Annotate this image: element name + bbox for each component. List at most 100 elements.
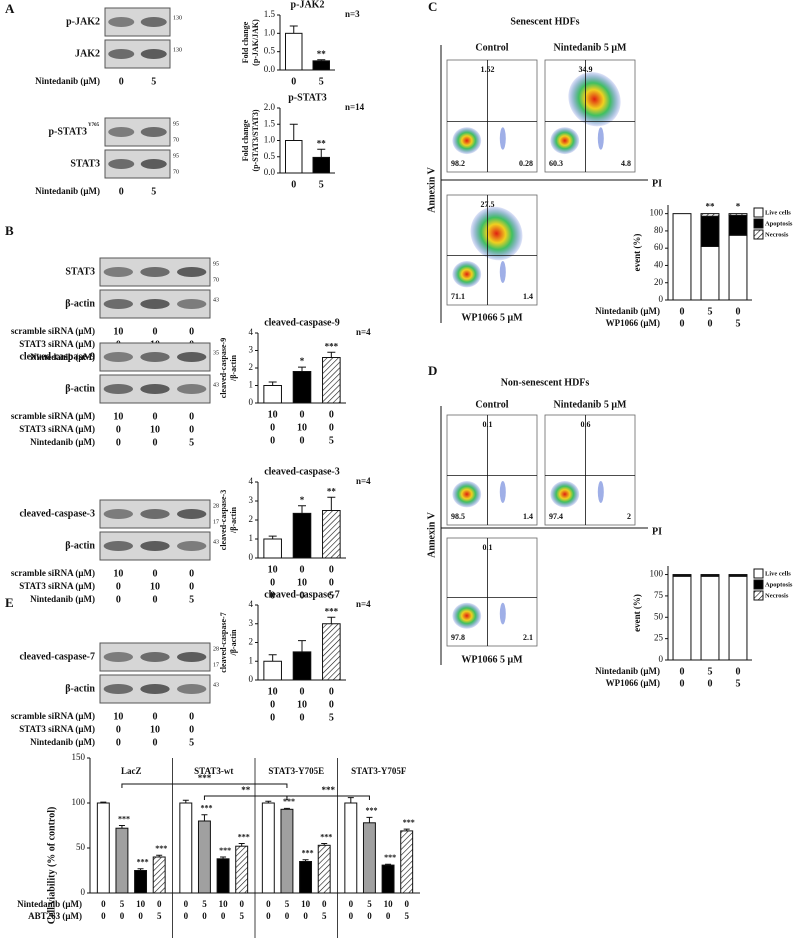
flow-plot-title: Control — [475, 399, 508, 410]
mw-marker: 43 — [213, 539, 219, 545]
flow-title: Senescent HDFs — [510, 16, 579, 27]
x-row-value: 0 — [329, 577, 334, 588]
legend-label: Apoptosis — [765, 220, 793, 227]
row-value: 0 — [153, 568, 158, 579]
x-row-value: 0 — [329, 564, 334, 575]
x-row-value: 10 — [301, 899, 311, 909]
row-value: 5 — [151, 186, 156, 197]
error-bar — [366, 816, 373, 823]
bar-segment — [672, 575, 692, 661]
bar-segment — [728, 214, 748, 236]
significance: ** — [706, 202, 716, 212]
error-bar — [403, 828, 410, 831]
bracket — [203, 795, 288, 800]
row-value: 0 — [189, 724, 194, 735]
chart-annotation: n=4 — [356, 599, 371, 609]
y-tick-label: 3 — [249, 345, 254, 355]
x-row-value: 0 — [157, 899, 162, 909]
x-row-value: 0 — [221, 911, 226, 921]
y-tick-label: 1.0 — [264, 27, 276, 37]
row-value: 0 — [189, 711, 194, 722]
y-tick-label: 0 — [249, 397, 254, 407]
x-row-value: 0 — [270, 699, 275, 710]
cell-cluster — [452, 481, 482, 508]
row-value: 0 — [116, 424, 121, 435]
blot-band — [140, 684, 170, 694]
band-label: STAT3 — [70, 158, 100, 169]
x-row-value: 0 — [300, 409, 305, 420]
flow-plot — [446, 59, 538, 173]
x-row-value: 0 — [329, 409, 334, 420]
significance: * — [300, 495, 305, 505]
y-axis-label: /β-actin — [229, 354, 238, 382]
y-tick-label: 20 — [654, 277, 664, 287]
bar — [96, 802, 110, 894]
band-label: β-actin — [65, 683, 95, 694]
bar — [312, 60, 330, 71]
y-tick-label: 0 — [249, 552, 254, 562]
legend-label: Necrosis — [765, 231, 789, 238]
bar — [263, 538, 282, 559]
x-row-value: 10 — [268, 686, 278, 697]
y-axis-label: /β-actin — [229, 506, 238, 534]
row-label: STAT3 siRNA (μM) — [19, 581, 95, 591]
error-bar — [347, 797, 354, 803]
y-axis-label: event (%) — [632, 234, 642, 272]
error-bar — [220, 856, 227, 859]
blot-band — [177, 384, 207, 394]
y-axis-label: cleaved-caspase-7 — [219, 612, 228, 672]
bar — [317, 844, 331, 894]
y-axis-label: (p-STAT3/STAT3) — [251, 109, 260, 171]
bracket-label: *** — [198, 773, 212, 783]
x-row-value: 0 — [270, 577, 275, 588]
error-bar — [317, 59, 326, 61]
mw-marker: 95 — [173, 153, 179, 159]
band-label: p-JAK2 — [66, 16, 100, 27]
bar — [322, 510, 341, 559]
row-value: 0 — [116, 437, 121, 448]
cell-cluster — [470, 206, 523, 261]
quadrant-value: 1.4 — [523, 512, 533, 521]
significance: *** — [219, 846, 231, 855]
x-row-value: 5 — [239, 911, 244, 921]
x-row-value: 0 — [680, 666, 685, 677]
x-row-value: 0 — [303, 911, 308, 921]
x-row-value: 0 — [386, 911, 391, 921]
flow-title: Non-senescent HDFs — [501, 377, 590, 388]
error-bar — [268, 654, 277, 662]
quadrant-value: 0.1 — [483, 420, 493, 429]
blot-band — [103, 384, 133, 394]
flow-y-label: Annexin V — [426, 166, 437, 212]
x-row-label: Nintedanib (μM) — [595, 666, 660, 676]
legend-swatch — [753, 568, 764, 579]
quadrant-value: 98.2 — [451, 159, 465, 168]
legend-label: Live cells — [765, 570, 791, 577]
y-tick-label: 150 — [72, 752, 86, 762]
x-row-label: Nintedanib (μM) — [595, 306, 660, 316]
blot-band — [140, 17, 167, 27]
legend-label: Live cells — [765, 209, 791, 216]
quadrant-value: 60.3 — [549, 159, 563, 168]
row-value: 0 — [116, 724, 121, 735]
bar — [197, 820, 211, 894]
band-label: cleaved-caspase-3 — [19, 508, 95, 519]
error-bar — [327, 496, 336, 511]
y-tick-label: 50 — [76, 842, 86, 852]
error-bar — [182, 799, 189, 803]
cell-cluster — [550, 127, 580, 155]
mw-marker: 28 — [213, 646, 219, 652]
y-axis-label: event (%) — [632, 594, 642, 632]
x-row-value: 10 — [268, 564, 278, 575]
blot-band — [108, 49, 135, 59]
mw-marker: 70 — [173, 137, 179, 143]
error-bar — [100, 801, 107, 803]
x-row-value: 0 — [270, 590, 275, 601]
quadrant-value: 97.8 — [451, 633, 465, 642]
x-row-value: 0 — [322, 899, 327, 909]
band-label: STAT3 — [65, 266, 95, 277]
y-tick-label: 40 — [654, 260, 664, 270]
x-row-value: 5 — [708, 666, 713, 677]
legend-label: Necrosis — [765, 592, 789, 599]
x-row-value: 0 — [101, 911, 106, 921]
